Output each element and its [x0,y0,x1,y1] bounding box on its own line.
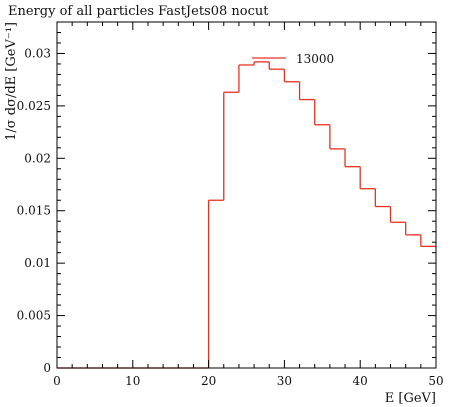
y-tick-label: 0.025 [17,99,51,113]
histogram-series [57,61,436,369]
x-tick-label: 40 [353,374,368,388]
x-axis-label: E [GeV] [385,391,436,406]
legend-label: 13000 [296,52,334,66]
x-tick-label: 50 [428,374,443,388]
y-tick-label: 0.015 [17,204,51,218]
plot-frame [56,21,437,369]
x-tick-label: 30 [277,374,292,388]
y-tick-label: 0 [43,361,51,375]
axis-ticks: 0 10 20 30 40 50 0 0.005 0.01 0.015 0.02 0.025 0.03 [17,21,444,388]
legend: 13000 [252,52,334,66]
x-tick-label: 0 [53,374,61,388]
chart-title: Energy of all particles FastJets08 nocut [8,4,269,19]
y-axis-label: 1/σ dσ/dE [GeV⁻¹] [4,22,19,141]
y-tick-label: 0.02 [24,151,51,165]
y-tick-label: 0.005 [17,309,51,323]
y-tick-label: 0.03 [24,46,51,60]
x-tick-label: 20 [201,374,216,388]
y-tick-label: 0.01 [24,256,51,270]
x-tick-label: 10 [125,374,140,388]
